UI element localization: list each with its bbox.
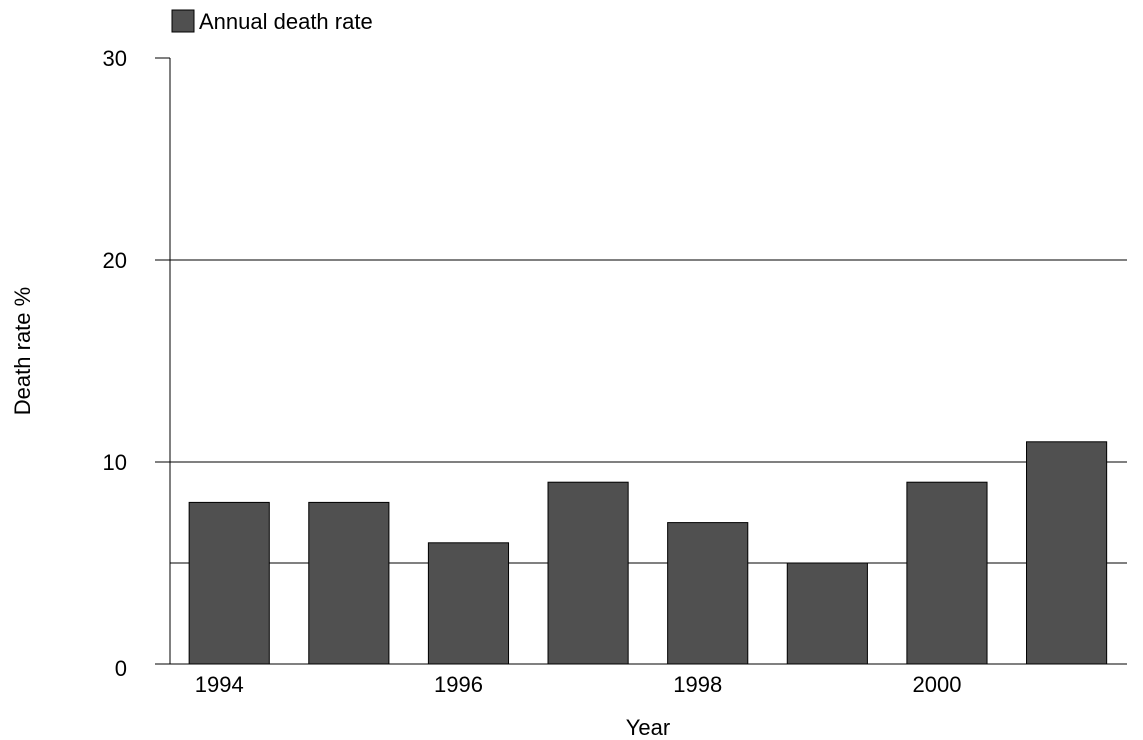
y-axis-ticks: 0 10 20 30: [103, 46, 170, 681]
bar: [786, 562, 868, 665]
x-tick-label: 1998: [673, 672, 722, 697]
x-tick-label: 1994: [195, 672, 244, 697]
x-tick-label: 1996: [434, 672, 483, 697]
y-axis-title: Death rate %: [10, 287, 35, 415]
bar: [547, 481, 629, 665]
bar: [906, 481, 988, 665]
y-tick-label: 10: [103, 450, 127, 475]
bar: [308, 501, 390, 665]
y-tick-label: 0: [115, 656, 127, 681]
axes: [155, 58, 1127, 665]
bars: [188, 441, 1108, 665]
legend: Annual death rate: [171, 9, 373, 34]
y-tick-label: 20: [103, 248, 127, 273]
y-tick-label: 30: [103, 46, 127, 71]
x-axis-title: Year: [626, 715, 670, 740]
legend-label: Annual death rate: [199, 9, 373, 34]
bar: [188, 501, 270, 665]
x-tick-label: 2000: [912, 672, 961, 697]
bar: [667, 522, 749, 665]
bar: [1026, 441, 1108, 665]
x-axis-ticks: 1994 1996 1998 2000: [195, 672, 962, 697]
legend-swatch: [171, 9, 195, 33]
bar: [427, 542, 510, 665]
